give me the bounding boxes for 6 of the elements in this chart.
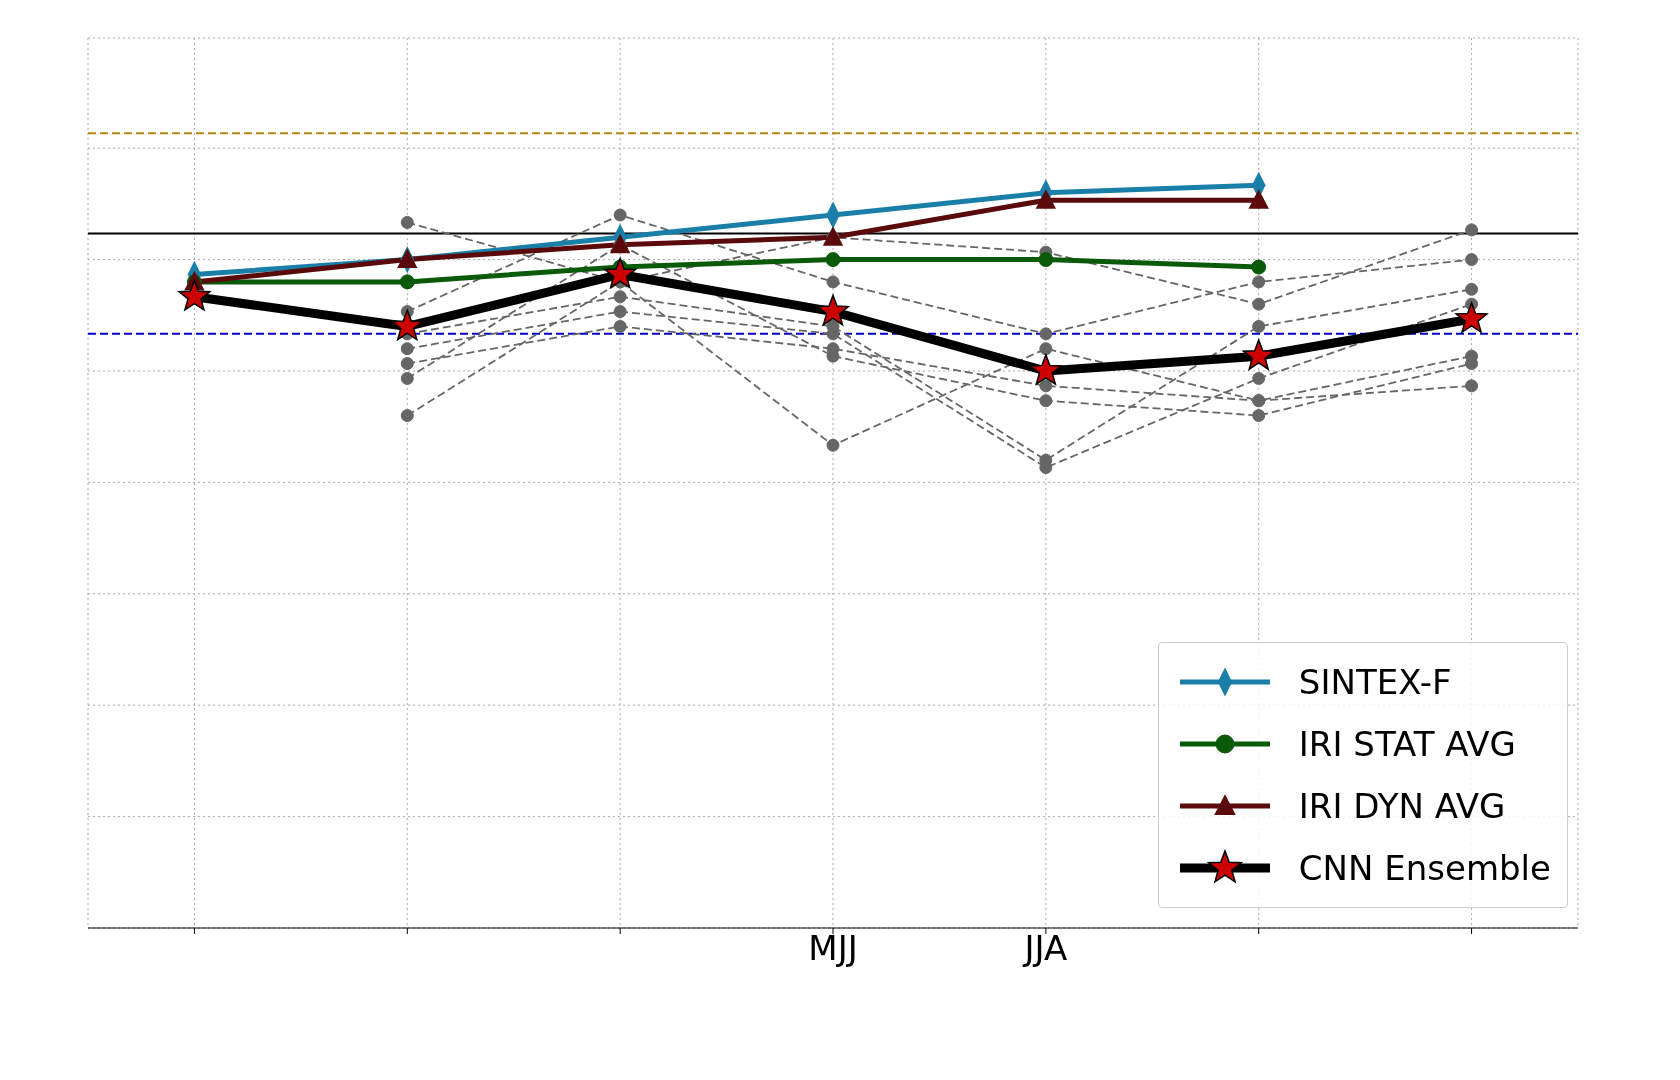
x-tick-label: MJJ: [808, 928, 858, 969]
legend-label: SINTEX-F: [1298, 662, 1452, 702]
legend-label: IRI STAT AVG: [1298, 724, 1516, 764]
legend-label: IRI DYN AVG: [1298, 786, 1506, 826]
legend-label: CNN Ensemble: [1298, 848, 1551, 888]
x-tick-label: JJA: [1022, 928, 1068, 969]
